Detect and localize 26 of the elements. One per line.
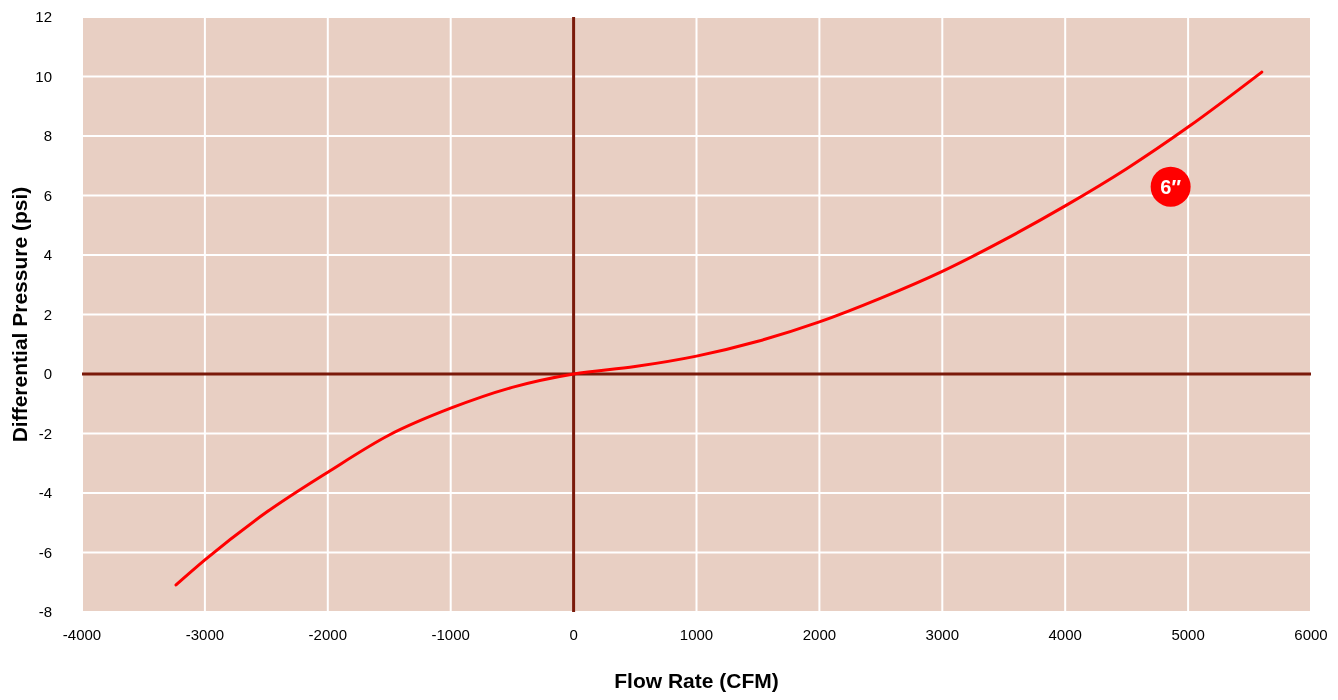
x-axis-title: Flow Rate (CFM) <box>614 669 779 692</box>
y-tick-label: 8 <box>43 127 52 145</box>
x-tick-label: -2000 <box>308 626 347 643</box>
y-tick-label: -4 <box>38 484 52 502</box>
x-tick-label: -1000 <box>431 626 470 643</box>
series-label: 6″ <box>1160 175 1182 198</box>
y-tick-label: -2 <box>38 424 52 442</box>
x-tick-label: 1000 <box>679 626 714 643</box>
y-tick-label: 10 <box>35 67 52 85</box>
x-tick-label: 6000 <box>1294 626 1328 643</box>
x-tick-label: -3000 <box>185 626 225 643</box>
x-tick-label: 4000 <box>1048 626 1082 643</box>
line-series <box>174 70 1264 587</box>
y-axis-title: Differential Pressure (psi) <box>8 186 31 443</box>
x-tick-label: 5000 <box>1171 626 1205 643</box>
y-tick-label: -8 <box>38 603 52 621</box>
y-tick-label: 0 <box>43 365 52 383</box>
x-tick-label: 0 <box>569 626 578 643</box>
y-tick-label: 6 <box>43 186 52 204</box>
y-tick-label: 12 <box>35 8 52 26</box>
x-tick-label: 2000 <box>802 626 837 643</box>
y-tick-label: -6 <box>38 543 52 561</box>
y-tick-label: 2 <box>43 305 52 323</box>
x-tick-label: 3000 <box>925 626 959 643</box>
y-tick-label: 4 <box>43 246 52 264</box>
x-tick-label: -4000 <box>62 626 102 643</box>
